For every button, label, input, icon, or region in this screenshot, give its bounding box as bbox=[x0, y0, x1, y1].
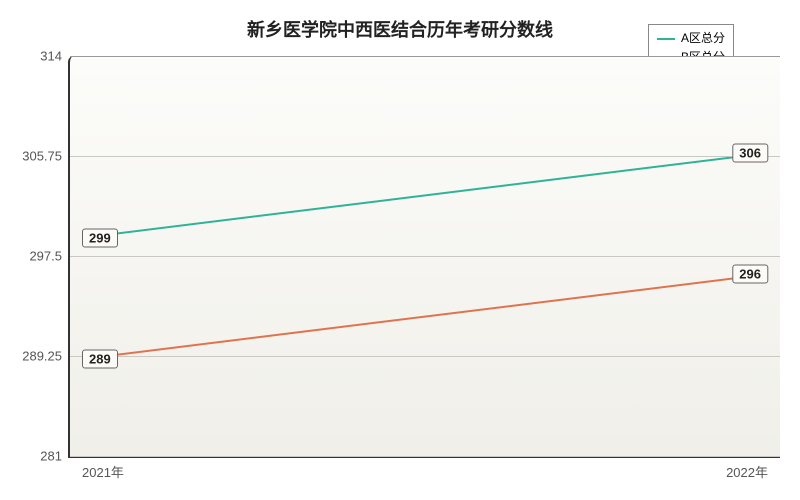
value-label: 289 bbox=[82, 350, 118, 369]
plot-area: 281289.25297.5305.753142021年2022年2993062… bbox=[68, 56, 780, 458]
y-tick-label: 314 bbox=[40, 49, 62, 64]
y-tick-label: 297.5 bbox=[29, 249, 62, 264]
gridline bbox=[70, 456, 780, 457]
chart-container: 新乡医学院中西医结合历年考研分数线 A区总分 B区总分 281289.25297… bbox=[0, 0, 800, 500]
gridline bbox=[70, 256, 780, 257]
series-line bbox=[82, 153, 768, 238]
series-line bbox=[82, 274, 768, 359]
legend-item-a: A区总分 bbox=[657, 29, 725, 48]
gridline bbox=[70, 56, 780, 57]
y-tick-label: 289.25 bbox=[22, 349, 62, 364]
legend-swatch-a bbox=[657, 38, 675, 40]
y-tick-label: 281 bbox=[40, 449, 62, 464]
x-tick-label: 2021年 bbox=[82, 462, 124, 481]
value-label: 296 bbox=[732, 265, 768, 284]
value-label: 299 bbox=[82, 228, 118, 247]
y-tick-label: 305.75 bbox=[22, 149, 62, 164]
gridline bbox=[70, 156, 780, 157]
gridline bbox=[70, 356, 780, 357]
x-tick-label: 2022年 bbox=[726, 462, 768, 481]
legend-label-a: A区总分 bbox=[681, 29, 725, 48]
value-label: 306 bbox=[732, 143, 768, 162]
